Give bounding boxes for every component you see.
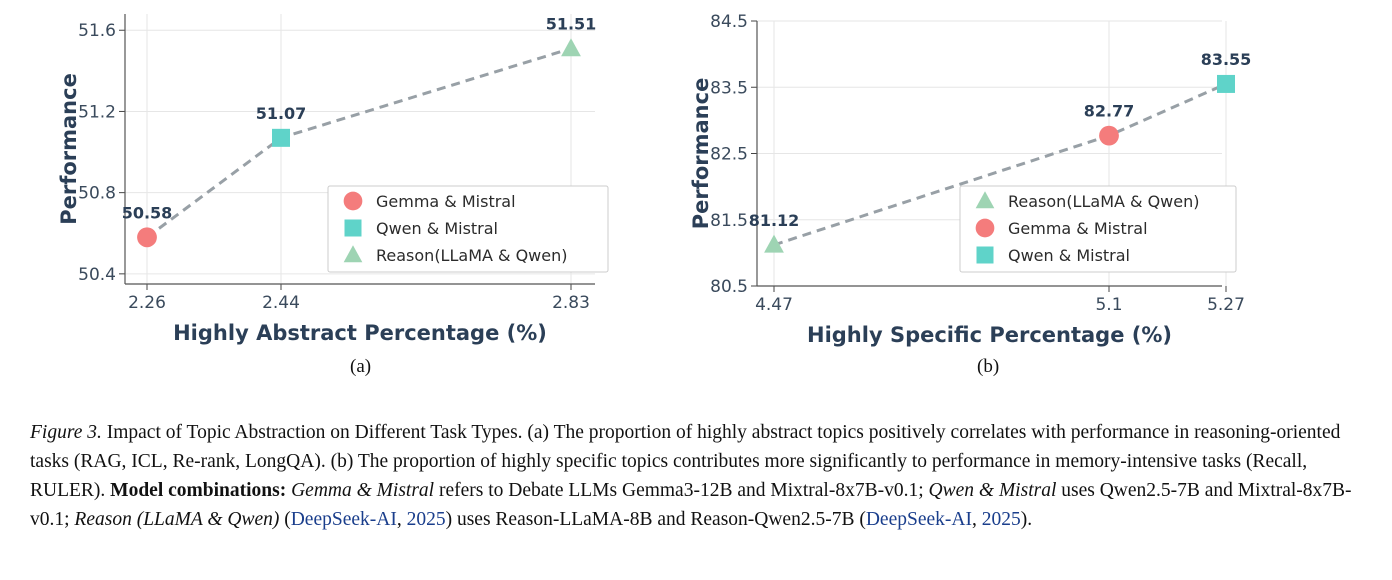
data-label: 83.55 — [1201, 50, 1252, 69]
y-tick-label: 51.6 — [78, 21, 116, 41]
x-tick-label: 5.27 — [1207, 295, 1245, 315]
legend-label: Gemma & Mistral — [1008, 219, 1148, 238]
x-tick-label: 2.26 — [128, 293, 166, 313]
caption-italic-gemma: Gemma & Mistral — [291, 480, 435, 501]
legend-label: Qwen & Mistral — [1008, 246, 1130, 265]
legend-marker-triangle — [343, 245, 363, 263]
data-label: 82.77 — [1084, 102, 1135, 121]
legend-marker-square — [344, 219, 362, 237]
legend-label: Reason(LLaMA & Qwen) — [1008, 192, 1200, 211]
legend-marker-square — [976, 246, 994, 264]
legend-marker-circle — [975, 218, 995, 238]
data-point-triangle — [764, 234, 784, 253]
y-axis-title: Performance — [57, 73, 81, 225]
legend-label: Qwen & Mistral — [376, 219, 498, 238]
y-tick-label: 82.5 — [710, 145, 748, 165]
x-tick-label: 4.47 — [755, 295, 793, 315]
x-axis-title: Highly Specific Percentage (%) — [807, 323, 1172, 347]
y-tick-label: 83.5 — [710, 78, 748, 98]
data-label: 81.12 — [749, 211, 800, 230]
figure-caption: Figure 3. Impact of Topic Abstraction on… — [30, 422, 1352, 530]
citation-year-link[interactable]: 2025 — [981, 509, 1021, 530]
data-point-circle — [1099, 125, 1119, 146]
y-tick-label: 84.5 — [710, 12, 748, 32]
citation-year-link[interactable]: 2025 — [406, 509, 446, 530]
data-point-triangle — [561, 38, 581, 57]
data-label: 50.58 — [122, 203, 173, 222]
subfigure-label-a: (a) — [350, 356, 372, 377]
caption-bold: Model combinations: — [110, 480, 287, 501]
chart-b: 80.5 81.5 82.5 83.5 84.5 4.47 5.1 5.27 81.12 82.7… — [689, 12, 1252, 347]
y-tick-label: 80.5 — [710, 277, 748, 297]
data-point-square — [1217, 74, 1235, 93]
y-axis-title: Performance — [689, 78, 713, 230]
caption-figure-label: Figure 3. — [30, 422, 102, 443]
subfigure-label-b: (b) — [977, 356, 1000, 377]
legend-label: Gemma & Mistral — [376, 192, 516, 211]
y-tick-label: 51.2 — [78, 102, 116, 122]
data-label: 51.07 — [256, 104, 307, 123]
x-tick-label: 2.44 — [262, 293, 300, 313]
y-tick-label: 81.5 — [710, 211, 748, 231]
caption-italic-qwen: Qwen & Mistral — [928, 480, 1057, 501]
citation-link[interactable]: DeepSeek-AI — [865, 509, 972, 530]
caption-text: Impact of Topic Abstraction on Different… — [30, 422, 1341, 501]
y-tick-label: 50.4 — [78, 265, 116, 285]
legend-box — [959, 185, 1237, 273]
caption-italic-reason: Reason (LLaMA & Qwen) — [74, 509, 280, 530]
citation-link[interactable]: DeepSeek-AI — [290, 509, 397, 530]
legend-marker-circle — [343, 191, 363, 211]
y-tick-label: 50.8 — [78, 184, 116, 204]
x-tick-label: 5.1 — [1095, 295, 1122, 315]
legend-marker-triangle — [975, 191, 995, 209]
chart-a: 50.4 50.8 51.2 51.6 2.26 2.44 2.83 50.58 51.07 51… — [57, 14, 609, 345]
data-label: 51.51 — [546, 15, 597, 34]
x-axis-title: Highly Abstract Percentage (%) — [173, 321, 547, 345]
legend-box — [327, 185, 609, 273]
x-tick-label: 2.83 — [552, 293, 590, 313]
data-point-square — [272, 128, 290, 147]
legend-label: Reason(LLaMA & Qwen) — [376, 246, 568, 265]
data-point-circle — [137, 227, 157, 248]
